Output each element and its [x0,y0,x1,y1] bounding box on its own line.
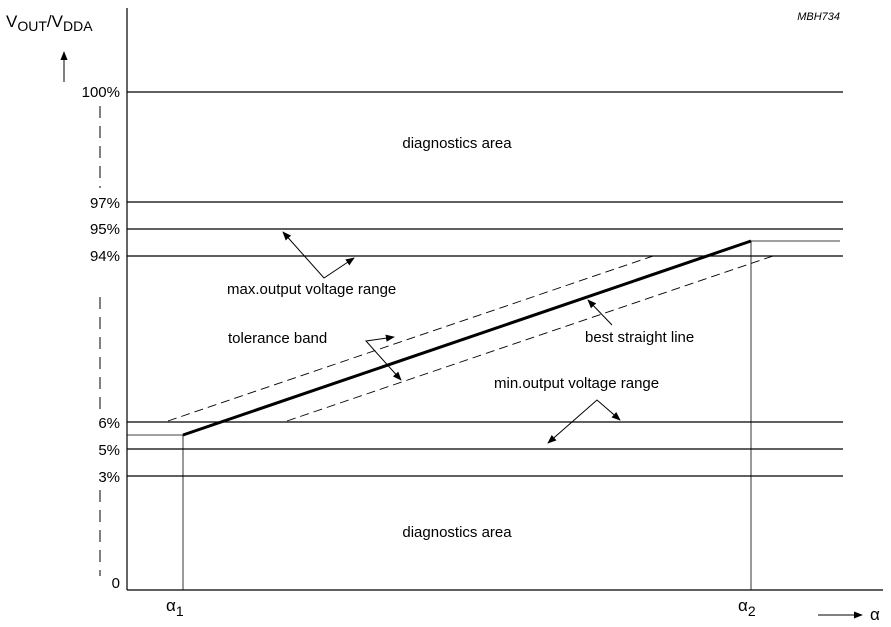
min-range-pointer [547,399,621,444]
tolerance-band-label: tolerance band [228,330,327,347]
tick-label-5: 5% [98,442,120,459]
tick-label-95: 95% [90,221,120,238]
best-straight-line-label: best straight line [585,329,694,346]
tick-label-97: 97% [90,195,120,212]
alpha1-label: α1 [166,596,184,619]
max-range-pointer [282,231,355,279]
diagnostics-area-top-label: diagnostics area [402,135,512,152]
tick-label-100: 100% [82,84,120,101]
y-axis-title: VOUT/VDDA [6,12,93,34]
max-range-label: max.output voltage range [227,281,396,298]
tolerance-pointer [365,334,402,381]
min-range-label: min.output voltage range [494,375,659,392]
bsl-pointer [587,299,613,326]
tick-label-94: 94% [90,248,120,265]
tolerance-band-lower [286,255,774,422]
tick-label-6: 6% [98,415,120,432]
alpha2-label: α2 [738,596,756,619]
diagnostics-area-bottom-label: diagnostics area [402,524,512,541]
tolerance-band-upper [167,254,657,422]
x-axis-title: α [870,605,880,624]
figure-tag: MBH734 [797,11,840,23]
best-straight-line [182,239,752,437]
tick-label-3: 3% [98,469,120,486]
tick-label-0: 0 [112,575,120,592]
